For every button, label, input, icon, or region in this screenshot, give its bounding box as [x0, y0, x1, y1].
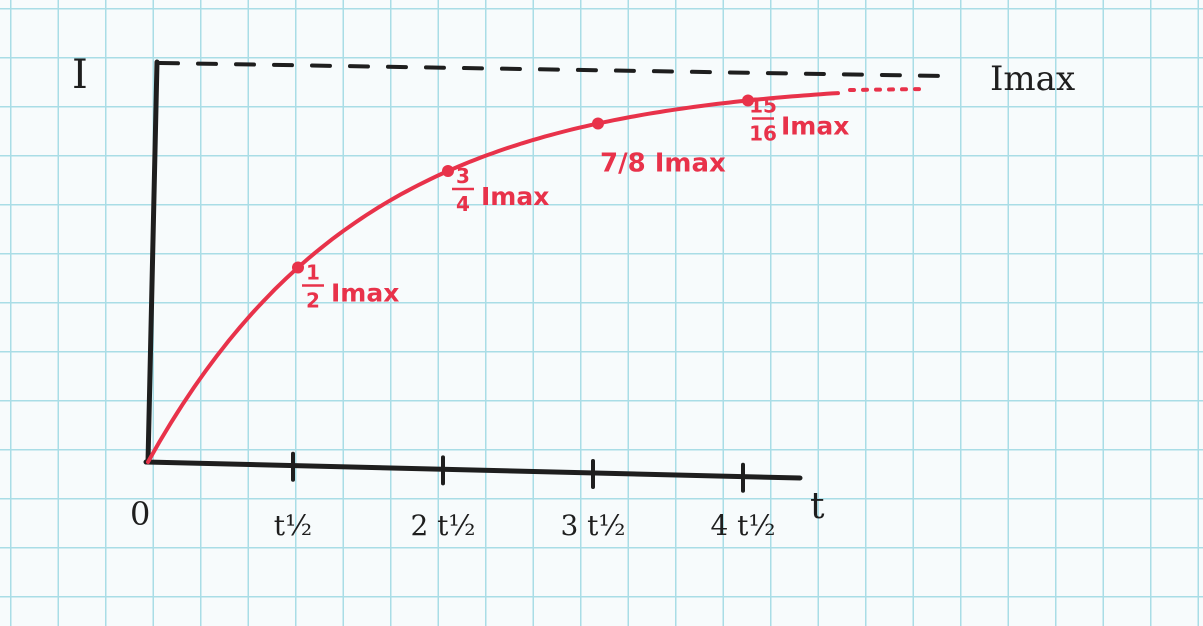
x-tick-label: 2 t½ — [410, 509, 475, 542]
data-point — [742, 94, 754, 107]
x-tick-labels: t½ 2 t½ 3 t½ 4 t½ — [274, 509, 776, 542]
y-axis-label: I — [72, 52, 88, 98]
data-point — [292, 261, 304, 274]
data-label: 3 4 Imax — [452, 164, 549, 216]
x-ticks — [291, 451, 745, 493]
x-tick-label: 4 t½ — [710, 509, 775, 542]
fraction-unit: Imax — [331, 279, 399, 308]
fraction-denominator: 16 — [749, 122, 777, 146]
data-label: 15 16 Imax — [749, 94, 849, 146]
data-point — [592, 117, 604, 130]
x-tick-label: 3 t½ — [560, 509, 625, 542]
fraction-unit: Imax — [781, 112, 849, 141]
data-label: 7/8 Imax — [600, 149, 726, 179]
data-label: 1 2 Imax — [302, 261, 399, 313]
fraction-unit: Imax — [481, 182, 549, 211]
x-axis-label: t — [810, 486, 825, 527]
data-points — [292, 94, 754, 274]
fraction-numerator: 15 — [749, 94, 777, 118]
data-point — [442, 165, 454, 177]
asymptote-label: Imax — [990, 59, 1075, 99]
series-line — [146, 91, 840, 464]
fraction-denominator: 4 — [456, 192, 470, 216]
x-axis — [143, 459, 803, 481]
x-tick-label: t½ — [274, 509, 312, 542]
asymptote-line — [158, 61, 947, 78]
y-axis — [145, 59, 160, 465]
origin-label: 0 — [130, 495, 150, 533]
fraction-denominator: 2 — [306, 289, 320, 313]
fraction-numerator: 1 — [306, 261, 320, 285]
fraction-numerator: 3 — [456, 164, 470, 188]
asymptote-dotted-tail — [848, 87, 927, 92]
